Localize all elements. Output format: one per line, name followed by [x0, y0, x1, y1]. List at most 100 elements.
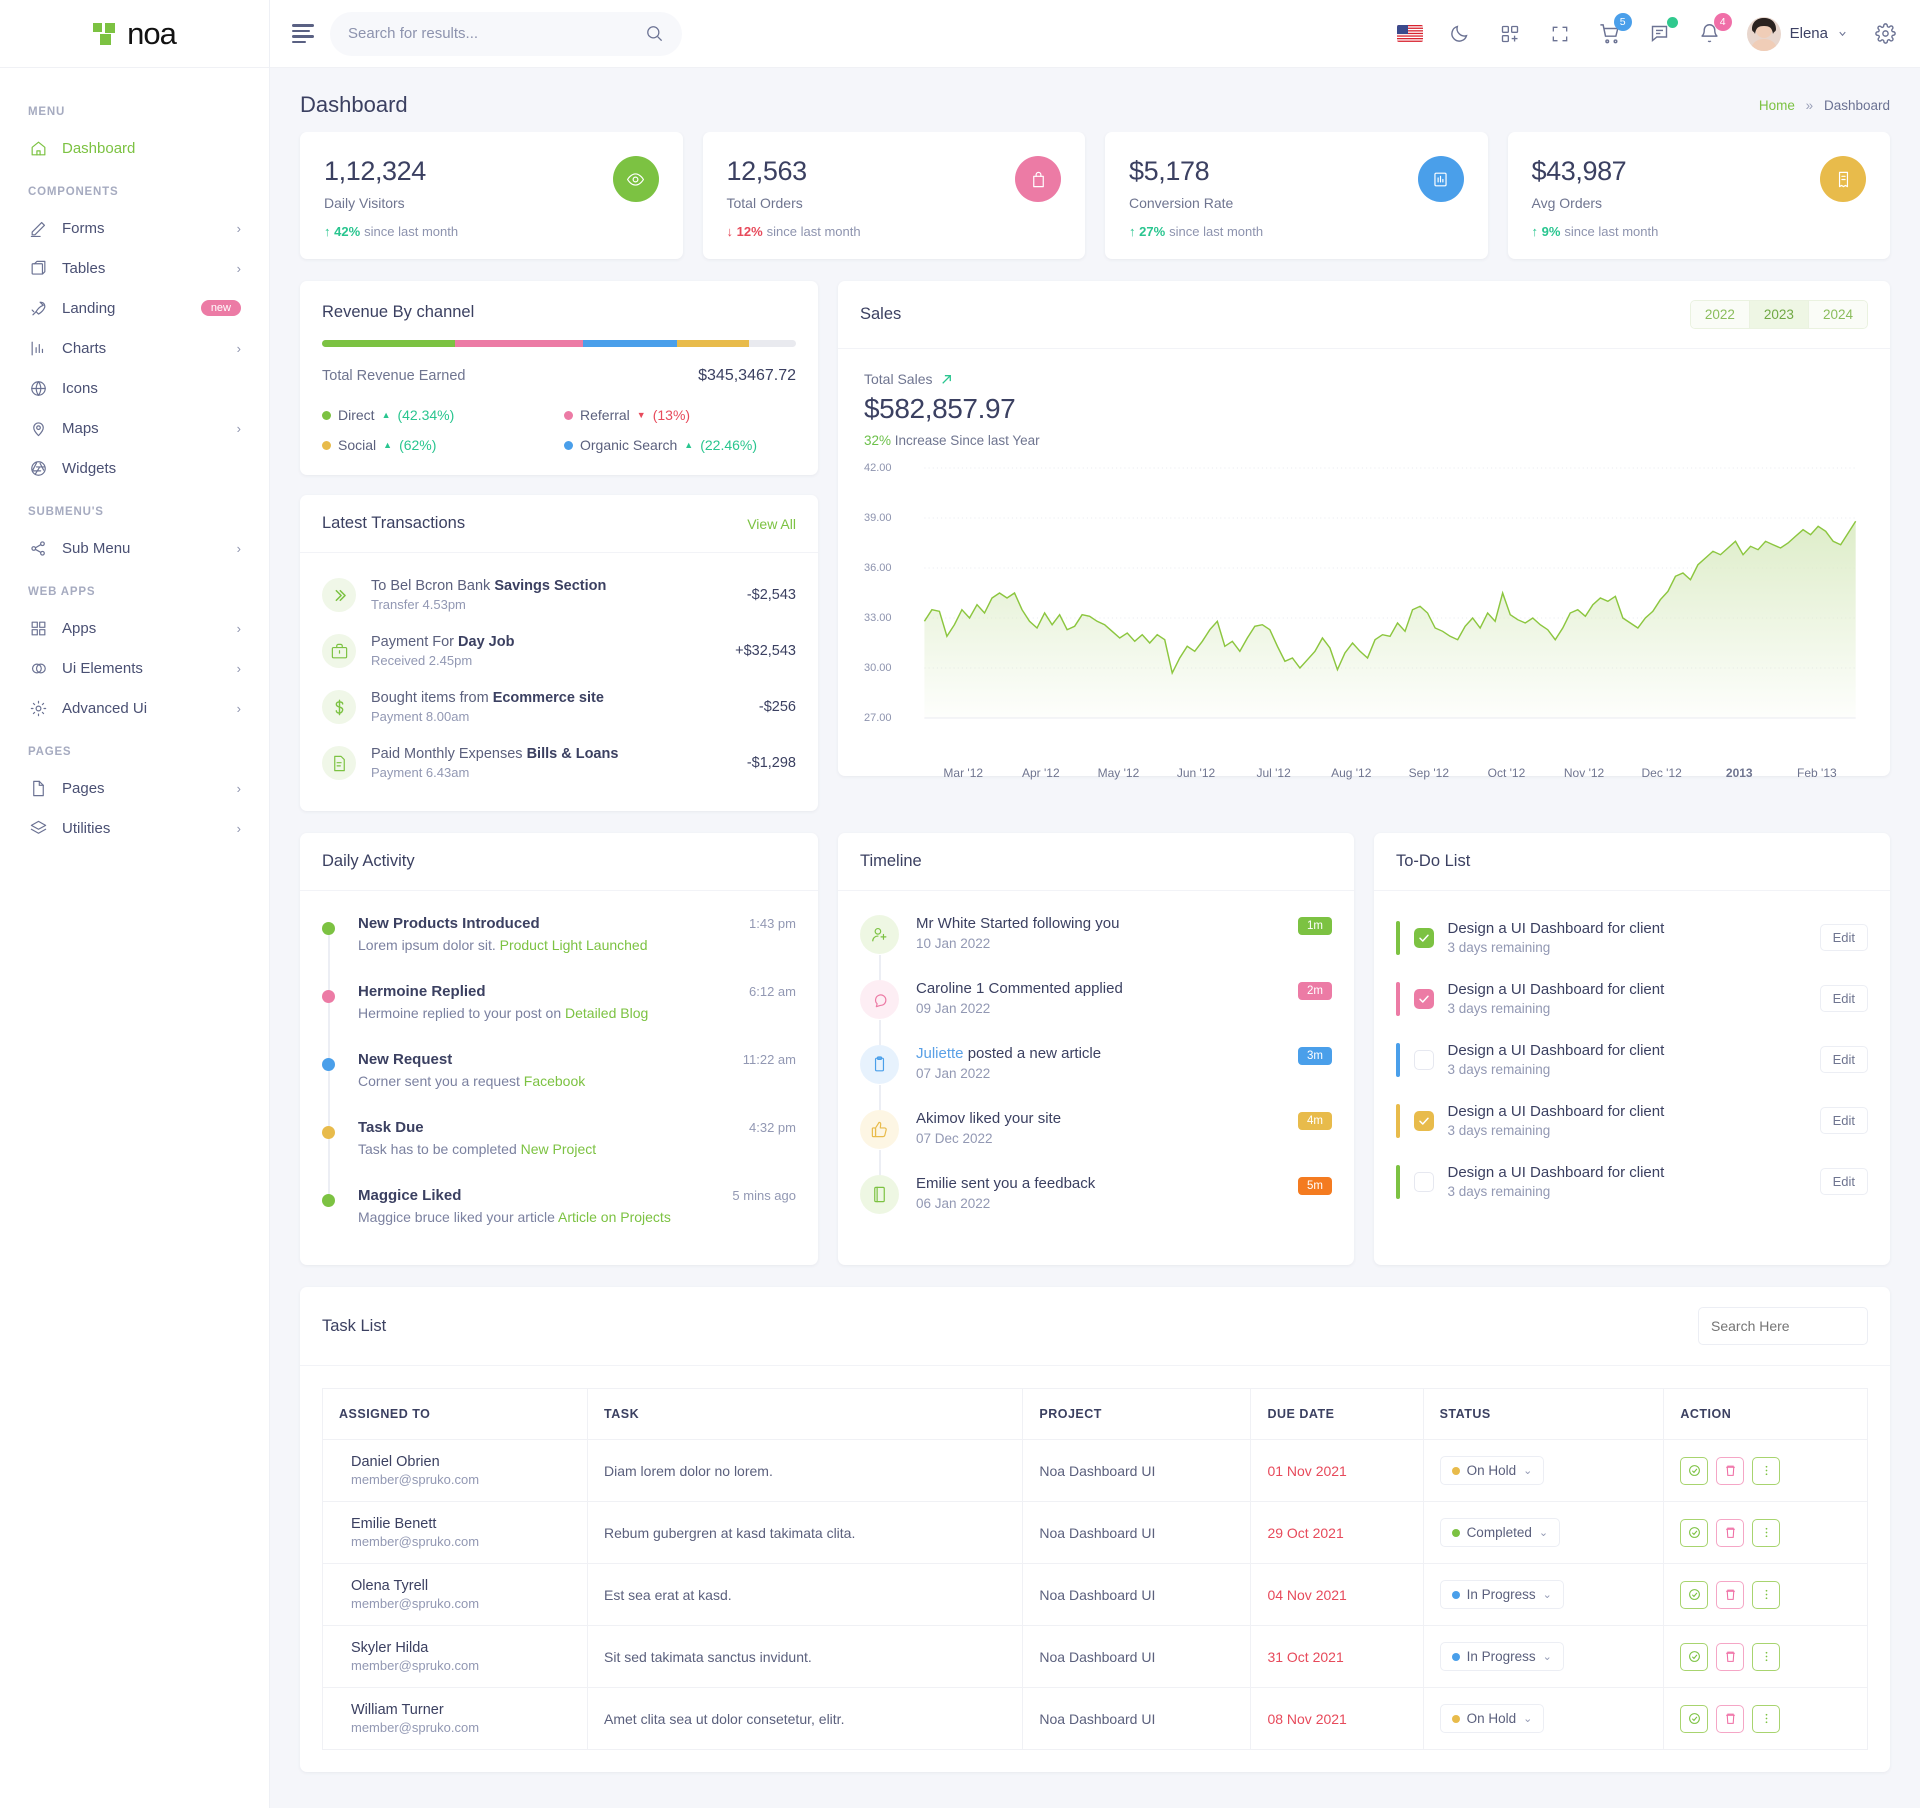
todo-checkbox[interactable] [1413, 988, 1434, 1009]
delete-button[interactable] [1716, 1456, 1745, 1485]
activity-link[interactable]: Detailed Blog [565, 1005, 649, 1021]
timeline-user[interactable]: Juliette [916, 1045, 964, 1062]
activity-link[interactable]: Article on Projects [558, 1209, 671, 1225]
circles-icon [28, 658, 48, 678]
revenue-legend-item: Referral ▼ (13%) [564, 407, 796, 423]
status-badge[interactable]: Completed ⌄ [1439, 1518, 1561, 1547]
breadcrumb-current: Dashboard [1823, 97, 1890, 113]
todo-sub: 3 days remaining [1447, 1001, 1551, 1016]
activity-title: Hermoine Replied [358, 983, 486, 1000]
messages-icon[interactable] [1647, 16, 1678, 47]
activity-time: 4:32 pm [749, 1120, 796, 1135]
sidebar-item-maps[interactable]: Maps › [0, 408, 269, 448]
breadcrumb-home[interactable]: Home [1758, 97, 1795, 113]
activity-link[interactable]: Product Light Launched [499, 937, 648, 953]
apps-grid-icon[interactable] [1497, 21, 1523, 47]
activity-link[interactable]: Facebook [523, 1073, 586, 1089]
todo-edit-button[interactable]: Edit [1819, 985, 1868, 1012]
search-box[interactable] [330, 11, 682, 56]
timeline-item: Emilie sent you a feedback 06 Jan 2022 5m [860, 1175, 1332, 1240]
more-options-button[interactable] [1752, 1518, 1781, 1547]
activity-link[interactable]: New Project [520, 1141, 597, 1157]
sidebar-item-ui-elements[interactable]: Ui Elements › [0, 648, 269, 688]
delete-button[interactable] [1716, 1518, 1745, 1547]
approve-button[interactable] [1680, 1642, 1709, 1671]
year-tab-2024[interactable]: 2024 [1808, 301, 1867, 328]
task-description: Sit sed takimata sanctus invidunt. [586, 1625, 1024, 1688]
year-tab-2023[interactable]: 2023 [1749, 301, 1809, 328]
menu-toggle-icon[interactable] [292, 24, 314, 43]
approve-button[interactable] [1680, 1580, 1709, 1609]
chart-y-tick: 42.00 [864, 462, 892, 474]
status-badge[interactable]: On Hold ⌄ [1439, 1456, 1545, 1485]
delete-button[interactable] [1716, 1704, 1745, 1733]
transaction-sub: Payment 6.43am [371, 765, 470, 780]
sidebar-item-dashboard[interactable]: Dashboard [0, 128, 269, 168]
sidebar-item-label: Pages [62, 779, 105, 797]
trend-up-arrow-icon [942, 374, 952, 384]
dark-mode-icon[interactable] [1447, 21, 1473, 47]
user-menu[interactable]: Elena [1746, 16, 1848, 51]
approve-button[interactable] [1680, 1704, 1709, 1733]
sidebar-item-forms[interactable]: Forms › [0, 208, 269, 248]
task-search-input[interactable] [1698, 1307, 1868, 1345]
todo-edit-button[interactable]: Edit [1819, 924, 1868, 951]
sidebar-item-advanced-ui[interactable]: Advanced Ui › [0, 688, 269, 728]
status-badge[interactable]: On Hold ⌄ [1439, 1704, 1545, 1733]
transaction-row: To Bel Bcron Bank Savings Section Transfe… [322, 567, 796, 623]
stat-value: $5,178 [1129, 156, 1210, 186]
sidebar-item-utilities[interactable]: Utilities › [0, 808, 269, 848]
cart-icon[interactable]: 5 [1597, 12, 1632, 47]
sidebar-item-icons[interactable]: Icons [0, 368, 269, 408]
sidebar-item-charts[interactable]: Charts › [0, 328, 269, 368]
search-input[interactable] [348, 25, 645, 42]
timeline-text: Mr White Started following you [916, 915, 1120, 932]
sidebar-item-widgets[interactable]: Widgets [0, 448, 269, 488]
more-options-button[interactable] [1752, 1642, 1781, 1671]
sidebar-item-landing[interactable]: Landing new [0, 288, 269, 328]
table-column-header: STATUS [1422, 1388, 1665, 1440]
search-icon[interactable] [645, 24, 664, 43]
task-due-date: 29 Oct 2021 [1250, 1501, 1424, 1564]
notifications-icon[interactable]: 4 [1697, 12, 1732, 47]
stat-delta-suffix: since last month [364, 224, 459, 239]
status-badge[interactable]: In Progress ⌄ [1439, 1642, 1564, 1671]
sidebar-item-tables[interactable]: Tables › [0, 248, 269, 288]
sidebar-item-pages[interactable]: Pages › [0, 768, 269, 808]
delete-button[interactable] [1716, 1580, 1745, 1609]
todo-checkbox[interactable] [1413, 1049, 1434, 1070]
fullscreen-icon[interactable] [1547, 21, 1573, 47]
timeline-card: Timeline Mr White Started following you 1… [838, 833, 1354, 1265]
stat-delta-value: ↓ 12% [726, 224, 763, 239]
todo-checkbox[interactable] [1413, 1171, 1434, 1192]
transaction-row: Payment For Day Job Received 2.45pm +$32,5… [322, 623, 796, 679]
status-badge[interactable]: In Progress ⌄ [1439, 1580, 1564, 1609]
sidebar: noa MENU Dashboard COMPONENTS Forms › Tables ›… [0, 0, 270, 1808]
sidebar-item-sub-menu[interactable]: Sub Menu › [0, 528, 269, 568]
timeline-badge: 3m [1298, 1047, 1332, 1065]
todo-checkbox[interactable] [1413, 927, 1434, 948]
view-all-link[interactable]: View All [747, 515, 796, 532]
chart-y-tick: 27.00 [864, 712, 892, 724]
language-flag-icon[interactable] [1396, 21, 1423, 47]
sidebar-item-apps[interactable]: Apps › [0, 608, 269, 648]
todo-edit-button[interactable]: Edit [1819, 1107, 1868, 1134]
todo-edit-button[interactable]: Edit [1819, 1046, 1868, 1073]
approve-button[interactable] [1680, 1456, 1709, 1485]
sidebar-group-title: WEB APPS [28, 586, 96, 598]
task-project: Noa Dashboard UI [1022, 1501, 1252, 1564]
timeline-item: Juliette posted a new article 07 Jan 2022… [860, 1045, 1332, 1112]
task-table-header-row: ASSIGNED TO TASK PROJECT DUE DATE STATUS ACTI… [322, 1388, 1868, 1440]
approve-button[interactable] [1680, 1518, 1709, 1547]
status-label: In Progress [1466, 1587, 1536, 1602]
more-options-button[interactable] [1752, 1704, 1781, 1733]
todo-edit-button[interactable]: Edit [1819, 1168, 1868, 1195]
todo-checkbox[interactable] [1413, 1110, 1434, 1131]
brand[interactable]: noa [0, 0, 269, 68]
more-options-button[interactable] [1752, 1580, 1781, 1609]
settings-gear-icon[interactable] [1872, 21, 1898, 47]
year-tab-2022[interactable]: 2022 [1690, 301, 1750, 328]
more-options-button[interactable] [1752, 1456, 1781, 1485]
document-icon [322, 746, 356, 780]
delete-button[interactable] [1716, 1642, 1745, 1671]
